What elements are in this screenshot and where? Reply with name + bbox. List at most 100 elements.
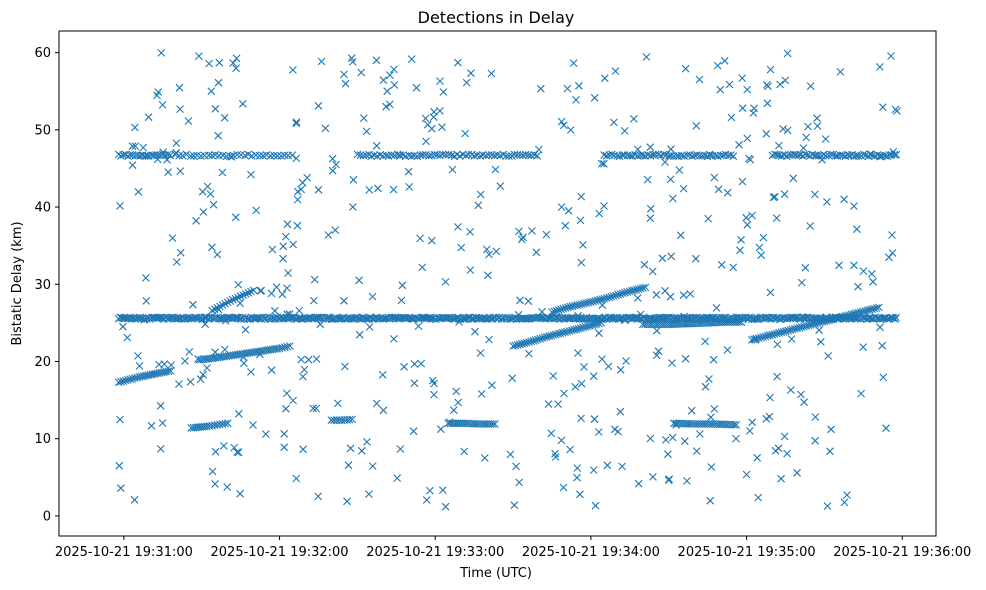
detection-point <box>550 307 559 316</box>
detection-point <box>646 214 655 223</box>
detection-point <box>300 365 309 374</box>
y-tick-label: 0 <box>43 509 51 524</box>
y-tick-label: 50 <box>34 123 51 138</box>
detection-point <box>196 375 205 384</box>
detection-point <box>774 444 783 453</box>
detection-point <box>527 151 535 160</box>
detection-point <box>661 286 669 295</box>
detection-point <box>347 54 356 63</box>
detection-point <box>676 231 685 240</box>
detection-point <box>875 63 884 71</box>
detection-point <box>427 236 436 245</box>
detection-point <box>581 323 590 331</box>
detection-point <box>234 293 242 302</box>
detection-point <box>272 283 281 291</box>
detection-point <box>467 315 476 323</box>
detection-point <box>378 370 387 379</box>
detection-point <box>706 413 715 422</box>
detection-point <box>474 201 483 210</box>
detection-point <box>467 69 475 78</box>
detection-point <box>616 407 625 416</box>
detection-point <box>201 320 210 329</box>
detection-point <box>220 345 229 354</box>
detection-point <box>634 285 643 293</box>
detection-point <box>766 331 774 340</box>
detection-point <box>176 167 185 175</box>
detection-point <box>515 227 523 236</box>
detection-point <box>340 296 348 305</box>
detection-point <box>554 400 562 408</box>
detection-point <box>818 318 827 326</box>
detection-point <box>128 374 137 383</box>
detection-point <box>777 474 785 483</box>
detection-point <box>292 474 301 483</box>
detection-point <box>130 495 139 504</box>
detection-point <box>185 348 194 356</box>
detection-point <box>283 220 292 229</box>
detection-point <box>793 468 801 477</box>
detection-point <box>563 327 572 336</box>
detection-point <box>633 145 642 154</box>
detection-point <box>280 443 289 452</box>
detection-point <box>461 129 470 138</box>
detection-point <box>470 152 479 160</box>
detection-point <box>164 150 172 159</box>
detection-point <box>349 175 358 184</box>
detection-point <box>766 65 775 74</box>
detection-point <box>199 370 207 379</box>
detection-point <box>332 160 340 169</box>
detection-point <box>592 320 601 328</box>
detection-point <box>607 292 616 301</box>
detection-point <box>284 269 292 277</box>
detection-point <box>279 254 287 263</box>
detection-point <box>580 299 588 308</box>
detection-point <box>208 243 216 252</box>
detection-point <box>652 326 661 335</box>
detection-point <box>593 296 602 305</box>
detection-point <box>712 304 721 312</box>
detection-point <box>661 158 669 166</box>
detection-point <box>255 151 264 160</box>
detection-point <box>892 150 901 159</box>
detection-point <box>372 141 381 150</box>
detection-point <box>668 433 677 442</box>
detection-point <box>869 277 877 286</box>
detection-point <box>365 490 373 498</box>
detection-point <box>591 501 600 510</box>
detection-point <box>144 113 153 122</box>
detection-point <box>802 322 811 330</box>
detection-point <box>116 202 124 210</box>
detection-point <box>205 59 213 68</box>
detection-point <box>518 339 526 348</box>
detection-point <box>410 379 419 388</box>
detection-point <box>417 359 426 368</box>
detection-point <box>716 151 725 160</box>
detection-point <box>779 125 787 133</box>
detection-point <box>768 330 777 339</box>
detection-point <box>512 462 520 471</box>
detection-point <box>247 287 255 296</box>
detection-point <box>200 313 209 322</box>
detection-point <box>557 436 566 445</box>
detection-point <box>534 145 543 154</box>
detection-point <box>667 252 676 261</box>
detection-point <box>297 355 306 364</box>
y-tick-label: 60 <box>34 46 51 61</box>
detection-point <box>854 308 863 317</box>
detection-point <box>646 434 655 443</box>
detection-point <box>557 117 566 126</box>
detection-point <box>801 263 810 272</box>
detection-point <box>876 323 884 332</box>
detection-point <box>835 261 843 270</box>
detection-point <box>850 261 858 270</box>
detection-point <box>441 278 450 286</box>
detection-point <box>683 477 691 485</box>
detection-point <box>780 190 789 199</box>
detection-point <box>462 78 471 87</box>
detection-point <box>556 329 565 338</box>
detection-point <box>745 427 754 435</box>
detection-point <box>128 161 137 170</box>
detection-point <box>240 359 248 368</box>
detection-point <box>281 232 290 241</box>
detection-point <box>203 364 211 372</box>
